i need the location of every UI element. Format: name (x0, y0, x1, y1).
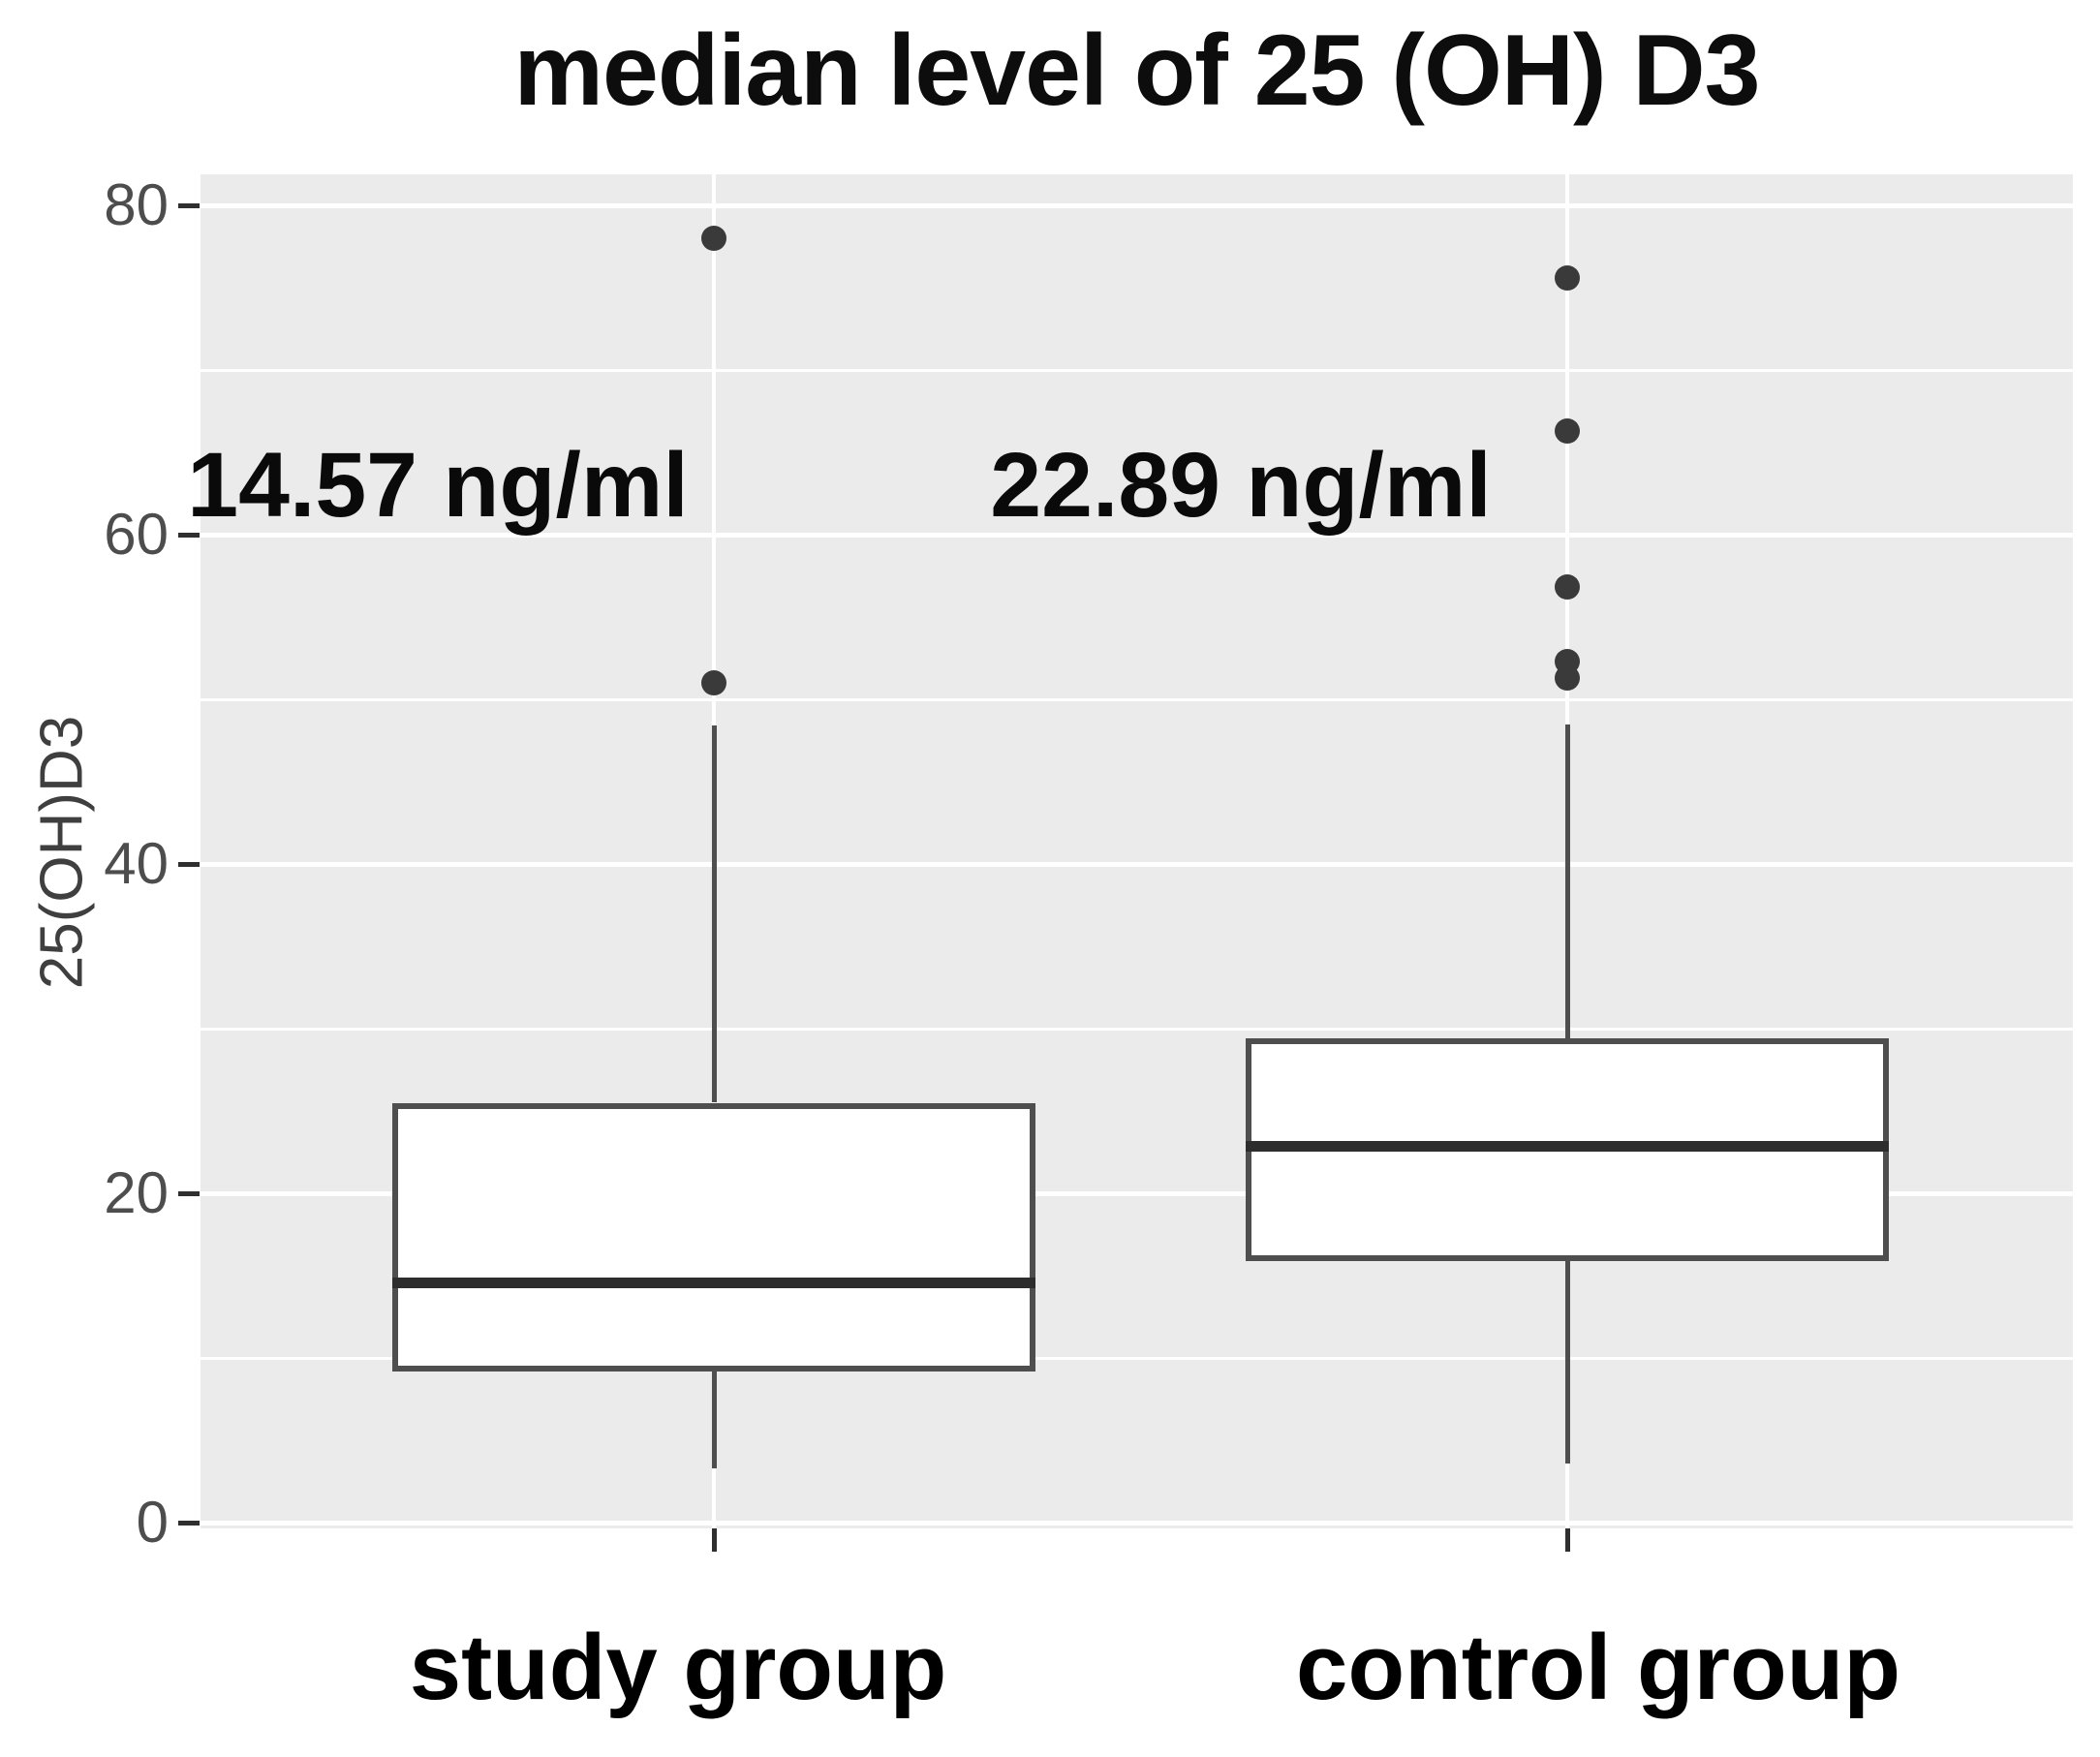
gridline-minor-30 (201, 1028, 2073, 1031)
y-tick-label-60: 60 (104, 502, 169, 567)
y-axis-tick-20 (178, 1191, 200, 1196)
outlier-dot-1-3 (1555, 417, 1580, 444)
x-axis-tick-0 (712, 1528, 717, 1552)
gridline-minor-70 (201, 369, 2073, 372)
gridline-major-40 (201, 862, 2073, 867)
x-category-label-0: study group (409, 1616, 947, 1719)
y-axis-title: 25(OH)D3 (28, 715, 96, 990)
gridline-major-60 (201, 533, 2073, 538)
outlier-dot-1-1 (1555, 648, 1580, 674)
outlier-dot-1-2 (1555, 574, 1580, 601)
x-category-label-1: control group (1296, 1616, 1900, 1719)
median-line-0 (392, 1278, 1035, 1289)
gridline-major-20 (201, 1191, 2073, 1196)
outlier-dot-0-1 (701, 226, 726, 251)
gridline-minor-10 (201, 1357, 2073, 1360)
gridline-minor-50 (201, 698, 2073, 701)
y-axis-tick-60 (178, 533, 200, 538)
lower-whisker-0 (712, 1371, 717, 1468)
gridline-major-0 (201, 1521, 2073, 1526)
y-tick-label-80: 80 (104, 172, 169, 237)
y-axis-tick-0 (178, 1521, 200, 1526)
plot-panel (201, 174, 2073, 1528)
y-tick-label-20: 20 (104, 1160, 169, 1225)
median-line-1 (1246, 1140, 1889, 1152)
x-axis-tick-1 (1565, 1528, 1570, 1552)
upper-whisker-1 (1565, 724, 1570, 1039)
y-axis-tick-80 (178, 203, 200, 208)
y-tick-label-0: 0 (136, 1490, 169, 1555)
upper-whisker-0 (712, 725, 717, 1103)
outlier-dot-0-0 (701, 670, 726, 695)
outlier-dot-1-4 (1555, 264, 1580, 291)
lower-whisker-1 (1565, 1260, 1570, 1464)
y-axis-tick-40 (178, 862, 200, 867)
chart-title: median level of 25 (OH) D3 (513, 15, 1761, 127)
iqr-box-0 (392, 1102, 1035, 1372)
gridline-major-80 (201, 203, 2073, 208)
